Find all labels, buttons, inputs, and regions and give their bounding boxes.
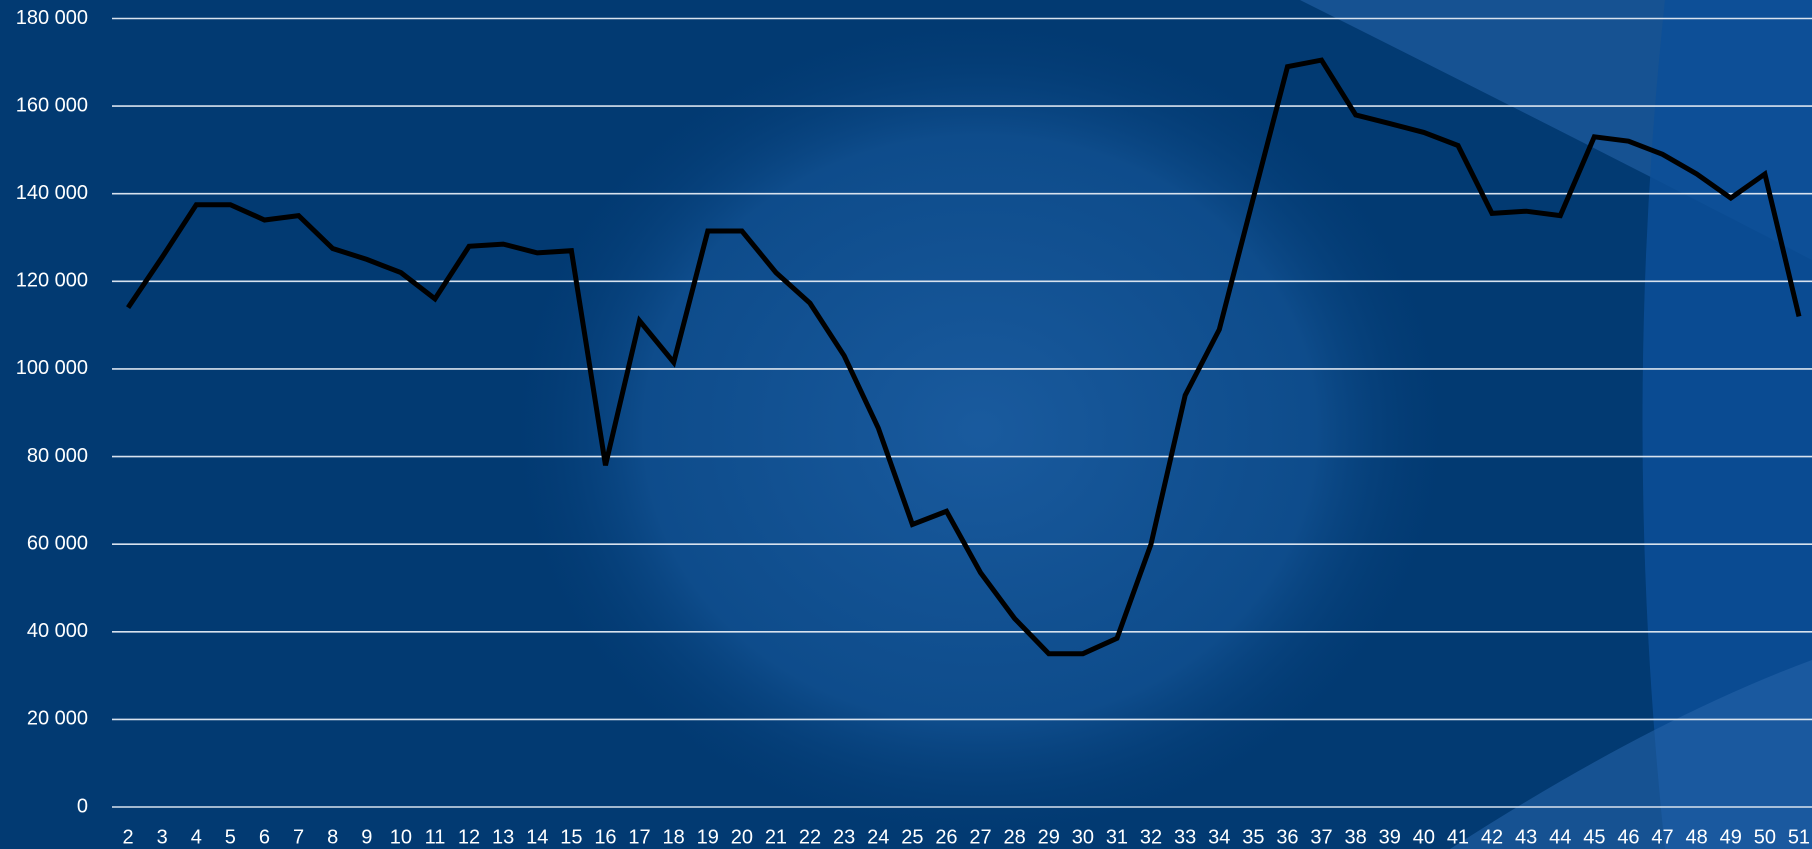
decoration	[1642, 0, 1812, 849]
decoration	[500, 10, 1460, 849]
x-tick-label: 19	[697, 826, 719, 848]
x-tick-label: 35	[1242, 826, 1264, 848]
x-tick-label: 39	[1379, 826, 1401, 848]
y-tick-label: 60 000	[27, 532, 88, 554]
x-tick-label: 11	[425, 826, 446, 848]
x-tick-label: 25	[901, 826, 923, 848]
x-tick-label: 43	[1515, 826, 1537, 848]
x-tick-label: 10	[390, 826, 412, 848]
x-tick-label: 13	[492, 826, 514, 848]
y-tick-label: 80 000	[27, 445, 88, 467]
x-tick-label: 36	[1276, 826, 1298, 848]
x-tick-label: 40	[1413, 826, 1435, 848]
x-tick-label: 20	[731, 826, 753, 848]
x-tick-label: 38	[1345, 826, 1367, 848]
x-tick-label: 51	[1788, 826, 1810, 848]
x-tick-label: 45	[1583, 826, 1605, 848]
x-tick-label: 33	[1174, 826, 1196, 848]
x-tick-label: 46	[1617, 826, 1639, 848]
x-tick-label: 21	[765, 826, 787, 848]
x-tick-label: 29	[1038, 826, 1060, 848]
x-tick-label: 16	[594, 826, 616, 848]
y-tick-label: 20 000	[27, 708, 88, 730]
x-tick-label: 42	[1481, 826, 1503, 848]
x-tick-label: 31	[1106, 826, 1128, 848]
x-tick-label: 28	[1004, 826, 1026, 848]
x-tick-label: 2	[122, 826, 133, 848]
line	[126, 57, 1802, 657]
x-tick-label: 44	[1549, 826, 1571, 848]
x-tick-label: 50	[1754, 826, 1776, 848]
x-tick-label: 15	[560, 826, 582, 848]
x-tick-label: 24	[867, 826, 889, 848]
y-tick-label: 40 000	[27, 620, 88, 642]
x-tick-label: 34	[1208, 826, 1230, 848]
decoration	[1450, 660, 1812, 849]
x-tick-label: 12	[458, 826, 480, 848]
x-tick-label: 18	[663, 826, 685, 848]
x-tick-label: 14	[526, 826, 548, 848]
x-tick-label: 37	[1310, 826, 1332, 848]
x-tick-label: 5	[225, 826, 236, 848]
y-tick-label: 160 000	[16, 94, 88, 116]
y-tick-label: 140 000	[16, 182, 88, 204]
y-tick-label: 120 000	[16, 270, 88, 292]
y-tick-label: 180 000	[16, 7, 88, 29]
x-tick-label: 47	[1651, 826, 1673, 848]
x-tick-label: 9	[361, 826, 372, 848]
x-tick-label: 48	[1686, 826, 1708, 848]
x-tick-label: 6	[259, 826, 270, 848]
y-tick-label: 100 000	[16, 357, 88, 379]
x-tick-label: 27	[969, 826, 991, 848]
x-tick-label: 23	[833, 826, 855, 848]
x-tick-label: 41	[1447, 826, 1469, 848]
x-tick-label: 22	[799, 826, 821, 848]
y-tick-label: 0	[77, 795, 88, 817]
x-tick-label: 26	[935, 826, 957, 848]
x-tick-label: 4	[191, 826, 202, 848]
x-tick-label: 7	[293, 826, 304, 848]
x-tick-label: 8	[327, 826, 338, 848]
x-tick-label: 30	[1072, 826, 1094, 848]
x-tick-label: 32	[1140, 826, 1162, 848]
x-tick-label: 3	[157, 826, 168, 848]
x-tick-label: 49	[1720, 826, 1742, 848]
x-tick-label: 17	[628, 826, 650, 848]
